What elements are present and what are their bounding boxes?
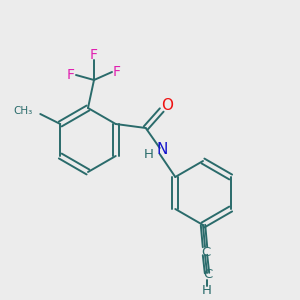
Text: F: F xyxy=(90,48,98,62)
Text: F: F xyxy=(67,68,75,82)
Text: C: C xyxy=(201,245,211,259)
Text: O: O xyxy=(161,98,173,113)
Text: C: C xyxy=(203,268,213,281)
Text: H: H xyxy=(202,284,212,298)
Text: H: H xyxy=(144,148,154,160)
Text: N: N xyxy=(156,142,167,158)
Text: CH₃: CH₃ xyxy=(13,106,32,116)
Text: F: F xyxy=(113,65,121,79)
